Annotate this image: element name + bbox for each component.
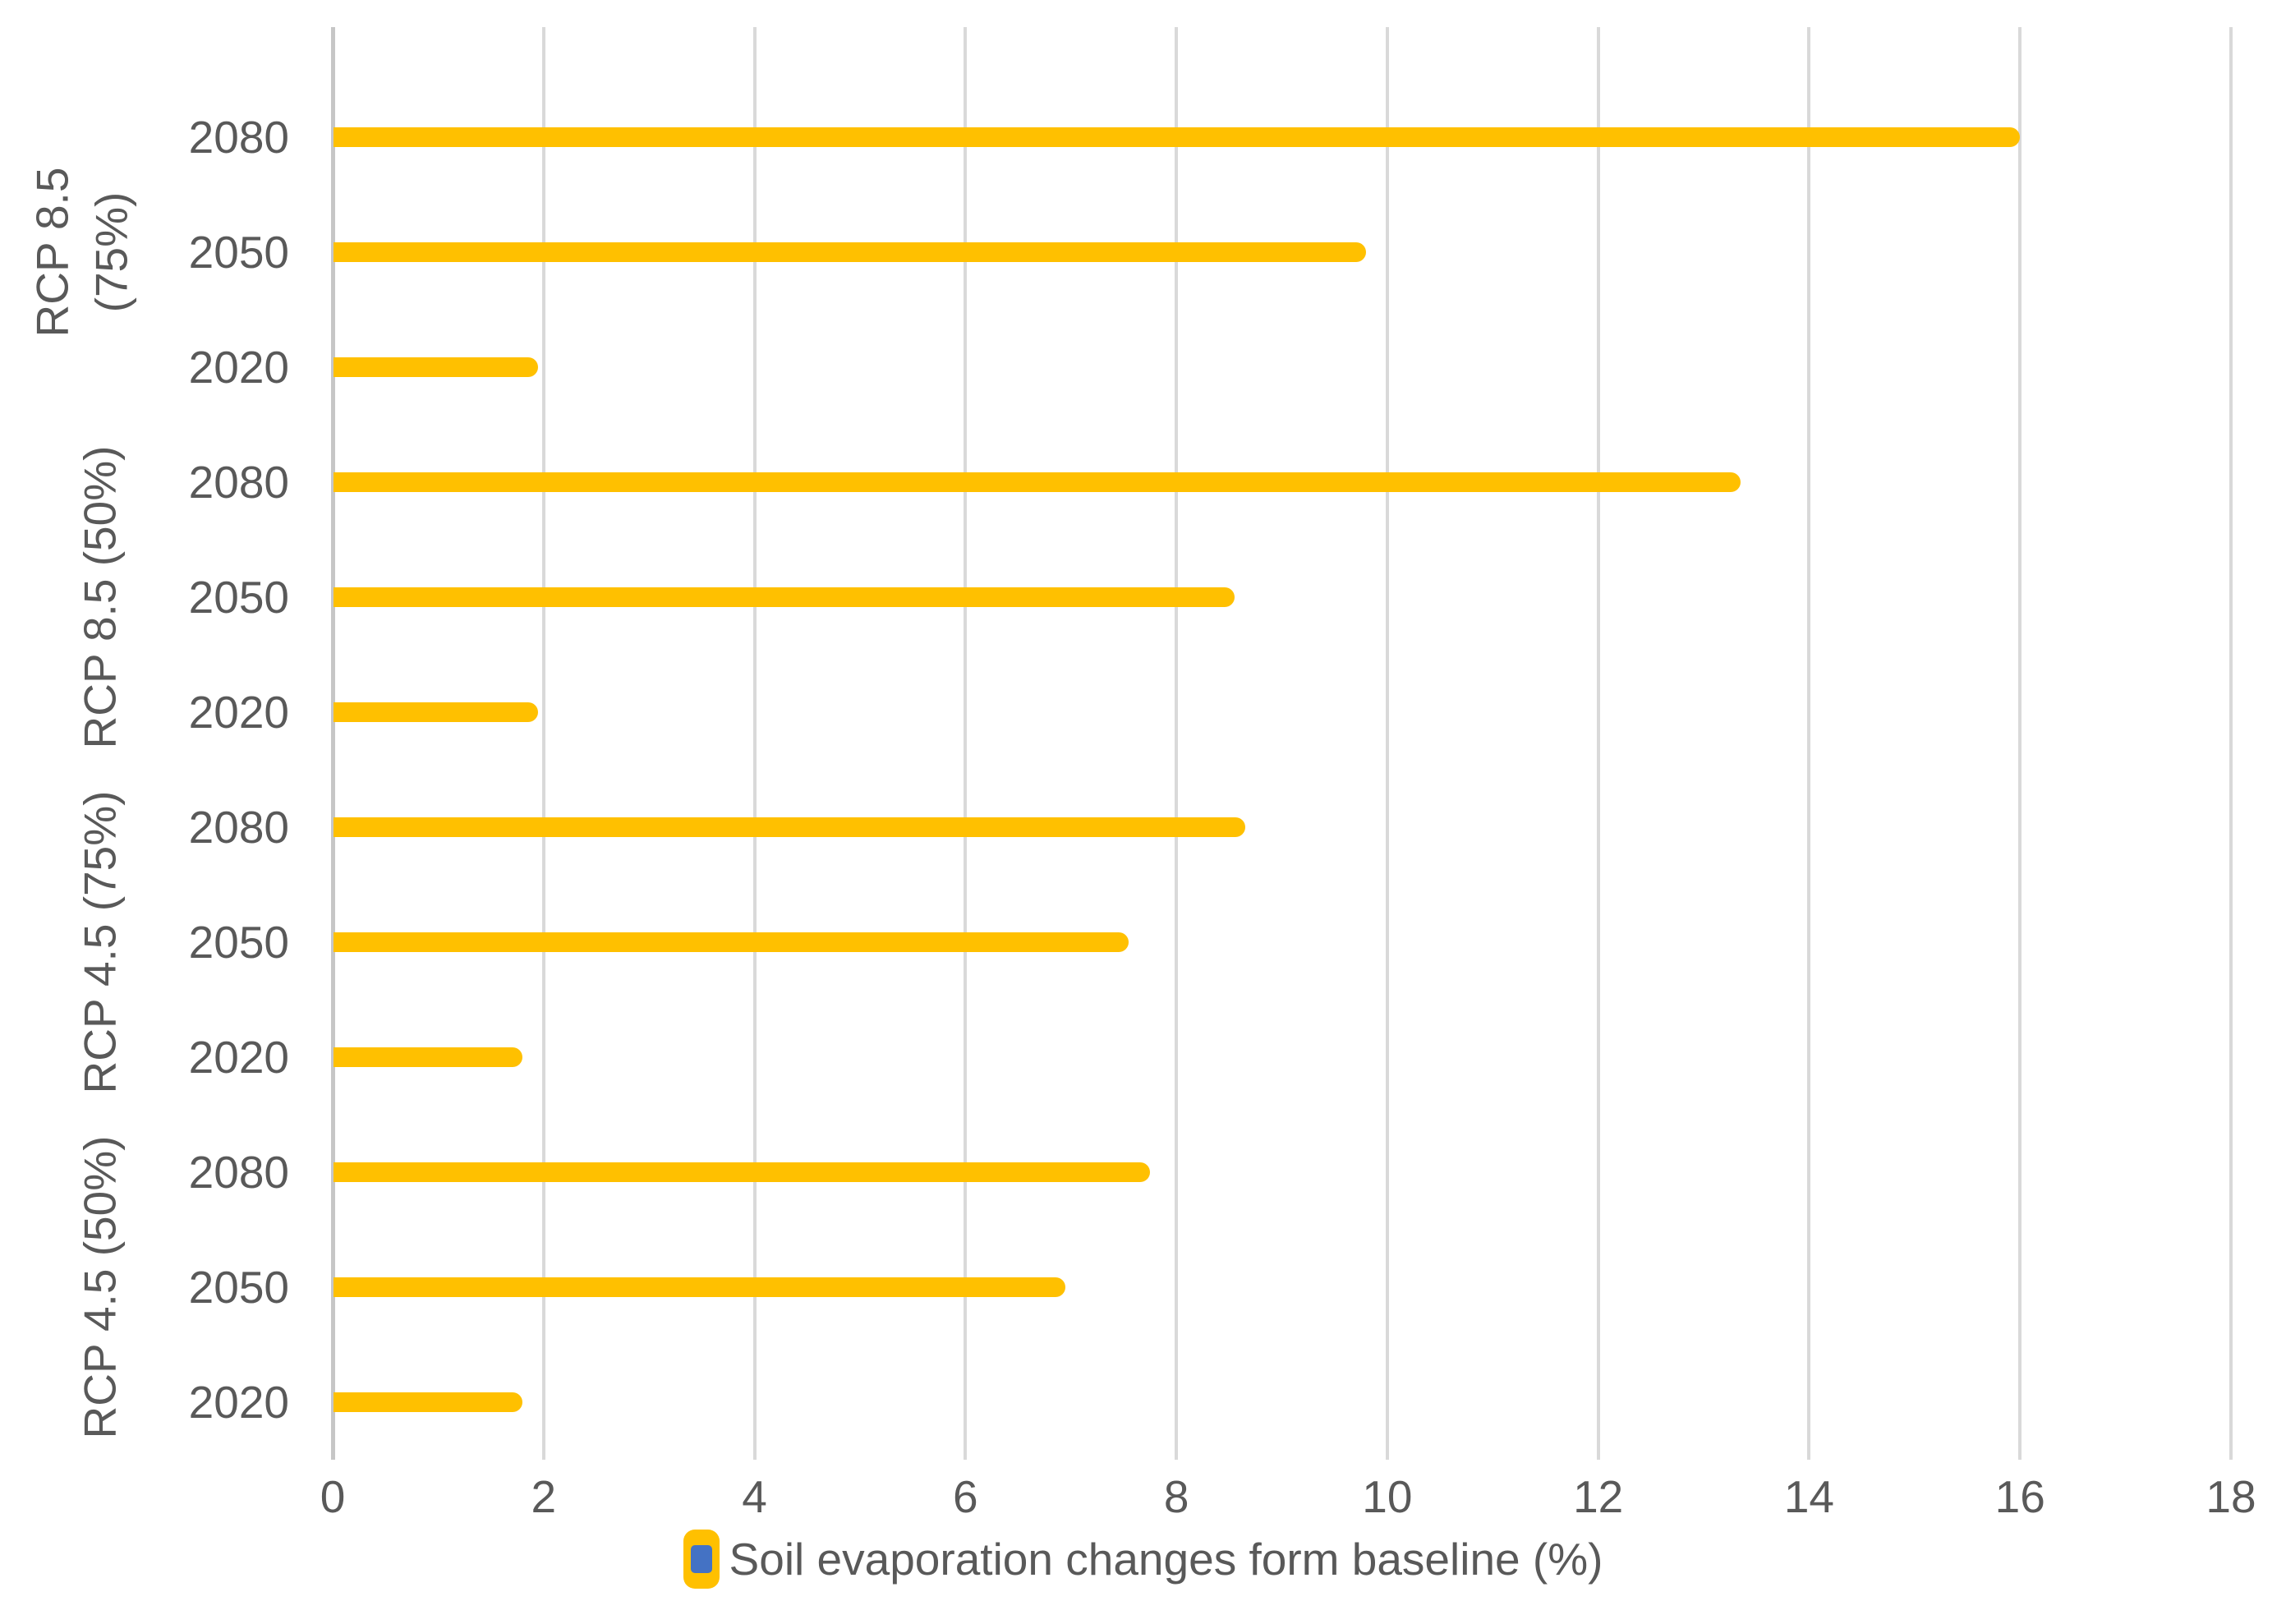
bar	[333, 817, 1245, 837]
bar	[333, 242, 1367, 262]
bar	[333, 1162, 1150, 1182]
bar	[333, 1047, 523, 1067]
bar	[333, 587, 1235, 607]
gridline	[1807, 27, 1811, 1460]
x-axis-tick-label: 2	[531, 1471, 557, 1522]
bar	[333, 932, 1129, 952]
legend-label: Soil evaporation changes form baseline (…	[729, 1534, 1603, 1585]
x-axis-tick-label: 4	[742, 1471, 767, 1522]
category-label-year: 2050	[188, 1262, 289, 1313]
category-label-year: 2020	[188, 1377, 289, 1428]
bar	[333, 702, 539, 722]
gridline	[1385, 27, 1389, 1460]
gridline	[2229, 27, 2233, 1460]
group-label: RCP 8.5 (75%)	[26, 167, 137, 338]
value-axis-line	[330, 27, 335, 1460]
bar	[333, 357, 539, 377]
category-label-year: 2050	[188, 227, 289, 278]
gridline	[2018, 27, 2022, 1460]
x-axis-tick-label: 16	[1994, 1471, 2045, 1522]
gridline	[1175, 27, 1179, 1460]
category-label-year: 2020	[188, 687, 289, 738]
bar	[333, 472, 1741, 492]
x-axis-tick-label: 12	[1573, 1471, 1624, 1522]
category-label-year: 2020	[188, 1032, 289, 1083]
group-label: RCP 8.5 (50%)	[74, 445, 126, 749]
category-label-year: 2050	[188, 572, 289, 623]
x-axis-tick-label: 0	[320, 1471, 346, 1522]
bar	[333, 1277, 1066, 1297]
x-axis-tick-label: 6	[953, 1471, 978, 1522]
gridline	[1596, 27, 1600, 1460]
category-label-year: 2080	[188, 1147, 289, 1198]
legend: Soil evaporation changes form baseline (…	[0, 1530, 2286, 1589]
bar	[333, 127, 2021, 147]
group-label: RCP 4.5 (75%)	[74, 790, 126, 1094]
bar	[333, 1392, 523, 1412]
category-label-year: 2020	[188, 342, 289, 393]
category-label-year: 2080	[188, 112, 289, 163]
legend-marker-inner-icon	[690, 1545, 712, 1573]
category-label-year: 2080	[188, 457, 289, 508]
group-label: RCP 4.5 (50%)	[74, 1135, 126, 1439]
x-axis-tick-label: 10	[1362, 1471, 1413, 1522]
x-axis-tick-label: 8	[1163, 1471, 1189, 1522]
x-axis-tick-label: 14	[1783, 1471, 1835, 1522]
gridline	[964, 27, 968, 1460]
gridline	[541, 27, 545, 1460]
x-axis-tick-label: 18	[2206, 1471, 2256, 1522]
category-label-year: 2080	[188, 802, 289, 853]
legend-marker-icon	[683, 1530, 720, 1589]
category-label-year: 2050	[188, 917, 289, 968]
gridline	[752, 27, 757, 1460]
